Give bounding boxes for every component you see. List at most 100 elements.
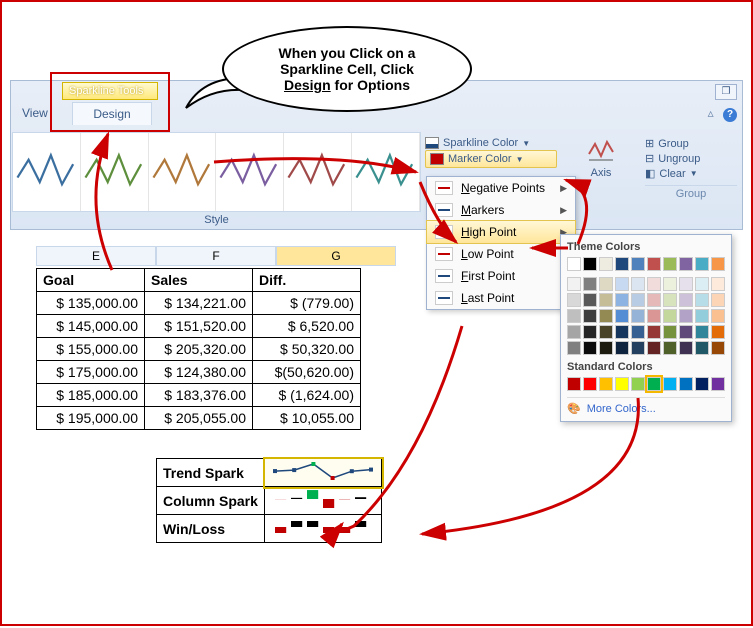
color-swatch[interactable]: [679, 277, 693, 291]
color-swatch[interactable]: [599, 377, 613, 391]
color-swatch[interactable]: [583, 309, 597, 323]
color-swatch[interactable]: [711, 277, 725, 291]
table-cell[interactable]: $ 145,000.00: [37, 315, 145, 338]
tab-view[interactable]: View: [22, 106, 48, 120]
color-swatch[interactable]: [695, 293, 709, 307]
axis-button[interactable]: Axis: [565, 136, 637, 179]
color-swatch[interactable]: [679, 293, 693, 307]
col-header-e[interactable]: E: [36, 246, 156, 266]
color-swatch[interactable]: [599, 257, 613, 271]
color-swatch[interactable]: [567, 377, 581, 391]
color-swatch[interactable]: [615, 325, 629, 339]
color-swatch[interactable]: [695, 309, 709, 323]
color-swatch[interactable]: [567, 293, 581, 307]
trend-sparkline-cell[interactable]: [265, 459, 382, 487]
color-swatch[interactable]: [711, 377, 725, 391]
table-cell[interactable]: $ 6,520.00: [253, 315, 361, 338]
color-swatch[interactable]: [583, 377, 597, 391]
color-swatch[interactable]: [695, 341, 709, 355]
table-cell[interactable]: $ 195,000.00: [37, 407, 145, 430]
style-thumb[interactable]: [149, 133, 217, 211]
table-cell[interactable]: $ 50,320.00: [253, 338, 361, 361]
tab-design[interactable]: Design: [72, 102, 152, 125]
col-header-g[interactable]: G: [276, 246, 396, 266]
color-swatch[interactable]: [647, 277, 661, 291]
color-swatch[interactable]: [679, 257, 693, 271]
table-cell[interactable]: $(50,620.00): [253, 361, 361, 384]
ungroup-button[interactable]: ⊟Ungroup: [645, 151, 737, 166]
color-swatch[interactable]: [711, 309, 725, 323]
col-header-f[interactable]: F: [156, 246, 276, 266]
help-icon[interactable]: ?: [723, 108, 737, 122]
marker-color-button[interactable]: Marker Color ▼: [425, 150, 557, 168]
color-swatch[interactable]: [647, 293, 661, 307]
clear-button[interactable]: ◧Clear ▼: [645, 166, 737, 181]
table-cell[interactable]: $ 155,000.00: [37, 338, 145, 361]
column-sparkline-cell[interactable]: [265, 487, 382, 515]
color-swatch[interactable]: [663, 293, 677, 307]
color-swatch[interactable]: [567, 309, 581, 323]
color-swatch[interactable]: [711, 341, 725, 355]
collapse-ribbon-icon[interactable]: ▵: [708, 106, 714, 120]
color-swatch[interactable]: [631, 257, 645, 271]
color-swatch[interactable]: [583, 257, 597, 271]
color-swatch[interactable]: [679, 325, 693, 339]
restore-button[interactable]: ❐: [715, 84, 737, 100]
color-swatch[interactable]: [647, 257, 661, 271]
color-swatch[interactable]: [567, 277, 581, 291]
color-swatch[interactable]: [615, 277, 629, 291]
color-swatch[interactable]: [615, 341, 629, 355]
color-swatch[interactable]: [615, 293, 629, 307]
dropdown-item[interactable]: Negative Points▶: [427, 177, 575, 199]
table-cell[interactable]: $ 134,221.00: [145, 292, 253, 315]
style-thumb[interactable]: [352, 133, 420, 211]
table-cell[interactable]: $ 10,055.00: [253, 407, 361, 430]
table-cell[interactable]: $ 205,055.00: [145, 407, 253, 430]
color-swatch[interactable]: [647, 341, 661, 355]
color-swatch[interactable]: [663, 257, 677, 271]
color-swatch[interactable]: [631, 277, 645, 291]
color-swatch[interactable]: [599, 341, 613, 355]
color-swatch[interactable]: [647, 325, 661, 339]
color-swatch[interactable]: [663, 341, 677, 355]
color-swatch[interactable]: [631, 293, 645, 307]
dropdown-item[interactable]: First Point▶: [427, 265, 575, 287]
color-swatch[interactable]: [711, 293, 725, 307]
table-cell[interactable]: $ 183,376.00: [145, 384, 253, 407]
color-swatch[interactable]: [567, 257, 581, 271]
table-cell[interactable]: $ (779.00): [253, 292, 361, 315]
dropdown-item[interactable]: Last Point▶: [427, 287, 575, 309]
color-swatch[interactable]: [567, 341, 581, 355]
style-gallery[interactable]: [12, 132, 421, 212]
color-swatch[interactable]: [631, 377, 645, 391]
table-cell[interactable]: $ 175,000.00: [37, 361, 145, 384]
winloss-sparkline-cell[interactable]: [265, 515, 382, 543]
color-swatch[interactable]: [615, 377, 629, 391]
color-swatch[interactable]: [679, 377, 693, 391]
color-swatch[interactable]: [647, 309, 661, 323]
style-thumb[interactable]: [81, 133, 149, 211]
color-swatch[interactable]: [631, 325, 645, 339]
color-swatch[interactable]: [695, 257, 709, 271]
color-swatch[interactable]: [711, 257, 725, 271]
style-thumb[interactable]: [216, 133, 284, 211]
color-swatch[interactable]: [695, 277, 709, 291]
style-thumb[interactable]: [284, 133, 352, 211]
table-cell[interactable]: $ 151,520.00: [145, 315, 253, 338]
more-colors-button[interactable]: 🎨 More Colors...: [567, 397, 725, 415]
color-swatch[interactable]: [583, 277, 597, 291]
color-swatch[interactable]: [663, 277, 677, 291]
color-swatch[interactable]: [599, 277, 613, 291]
color-swatch[interactable]: [663, 377, 677, 391]
color-swatch[interactable]: [711, 325, 725, 339]
color-swatch[interactable]: [583, 341, 597, 355]
color-swatch[interactable]: [679, 309, 693, 323]
table-cell[interactable]: $ (1,624.00): [253, 384, 361, 407]
color-swatch[interactable]: [567, 325, 581, 339]
color-swatch[interactable]: [599, 309, 613, 323]
color-swatch[interactable]: [663, 325, 677, 339]
color-swatch[interactable]: [583, 293, 597, 307]
color-swatch[interactable]: [663, 309, 677, 323]
table-cell[interactable]: $ 135,000.00: [37, 292, 145, 315]
color-swatch[interactable]: [615, 309, 629, 323]
